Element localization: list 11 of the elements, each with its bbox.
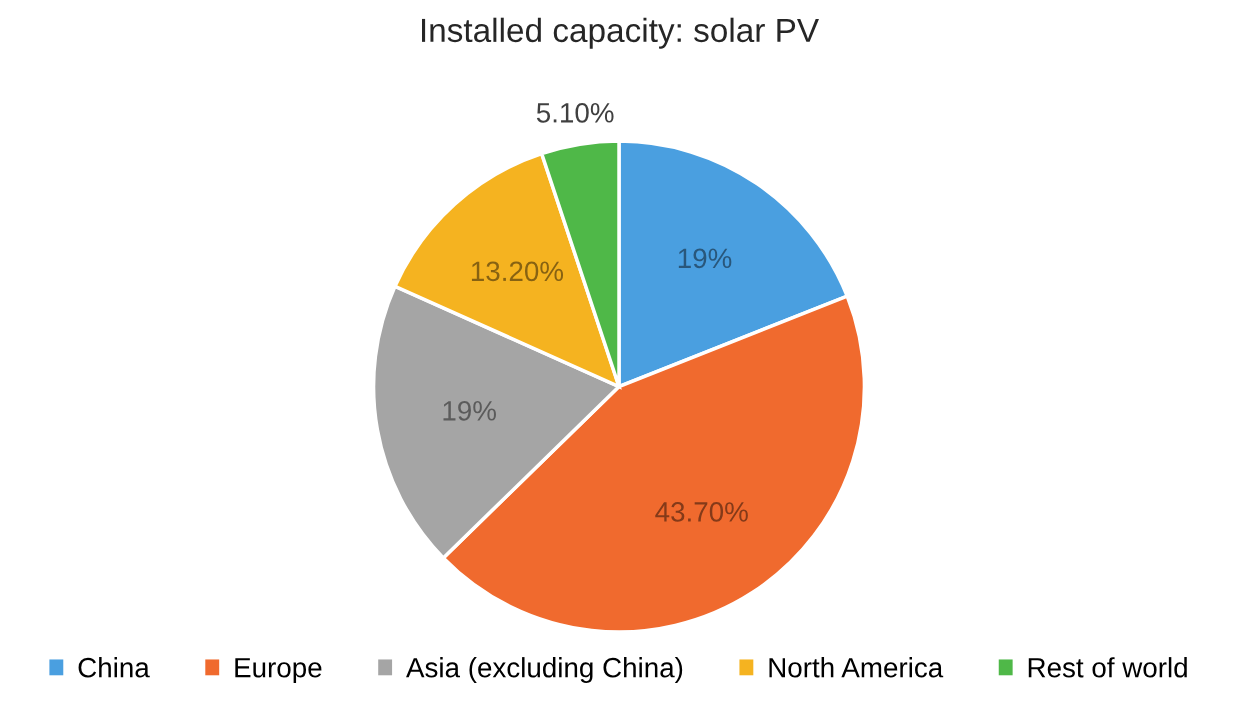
data-label: 43.70% — [655, 502, 748, 522]
legend-label: North America — [769, 657, 944, 678]
data-label: 19% — [443, 400, 496, 421]
data-label: 5.10% — [536, 102, 614, 123]
legend-label: Europe — [235, 658, 322, 683]
legend-label: Asia (excluding China) — [406, 657, 683, 683]
legend-label: Rest of world — [1028, 657, 1187, 678]
data-label: 13.20% — [471, 261, 564, 282]
data-label: 19% — [678, 248, 732, 269]
chart-title: Installed capacity: solar PV — [421, 17, 819, 49]
legend-label: China — [78, 657, 150, 678]
